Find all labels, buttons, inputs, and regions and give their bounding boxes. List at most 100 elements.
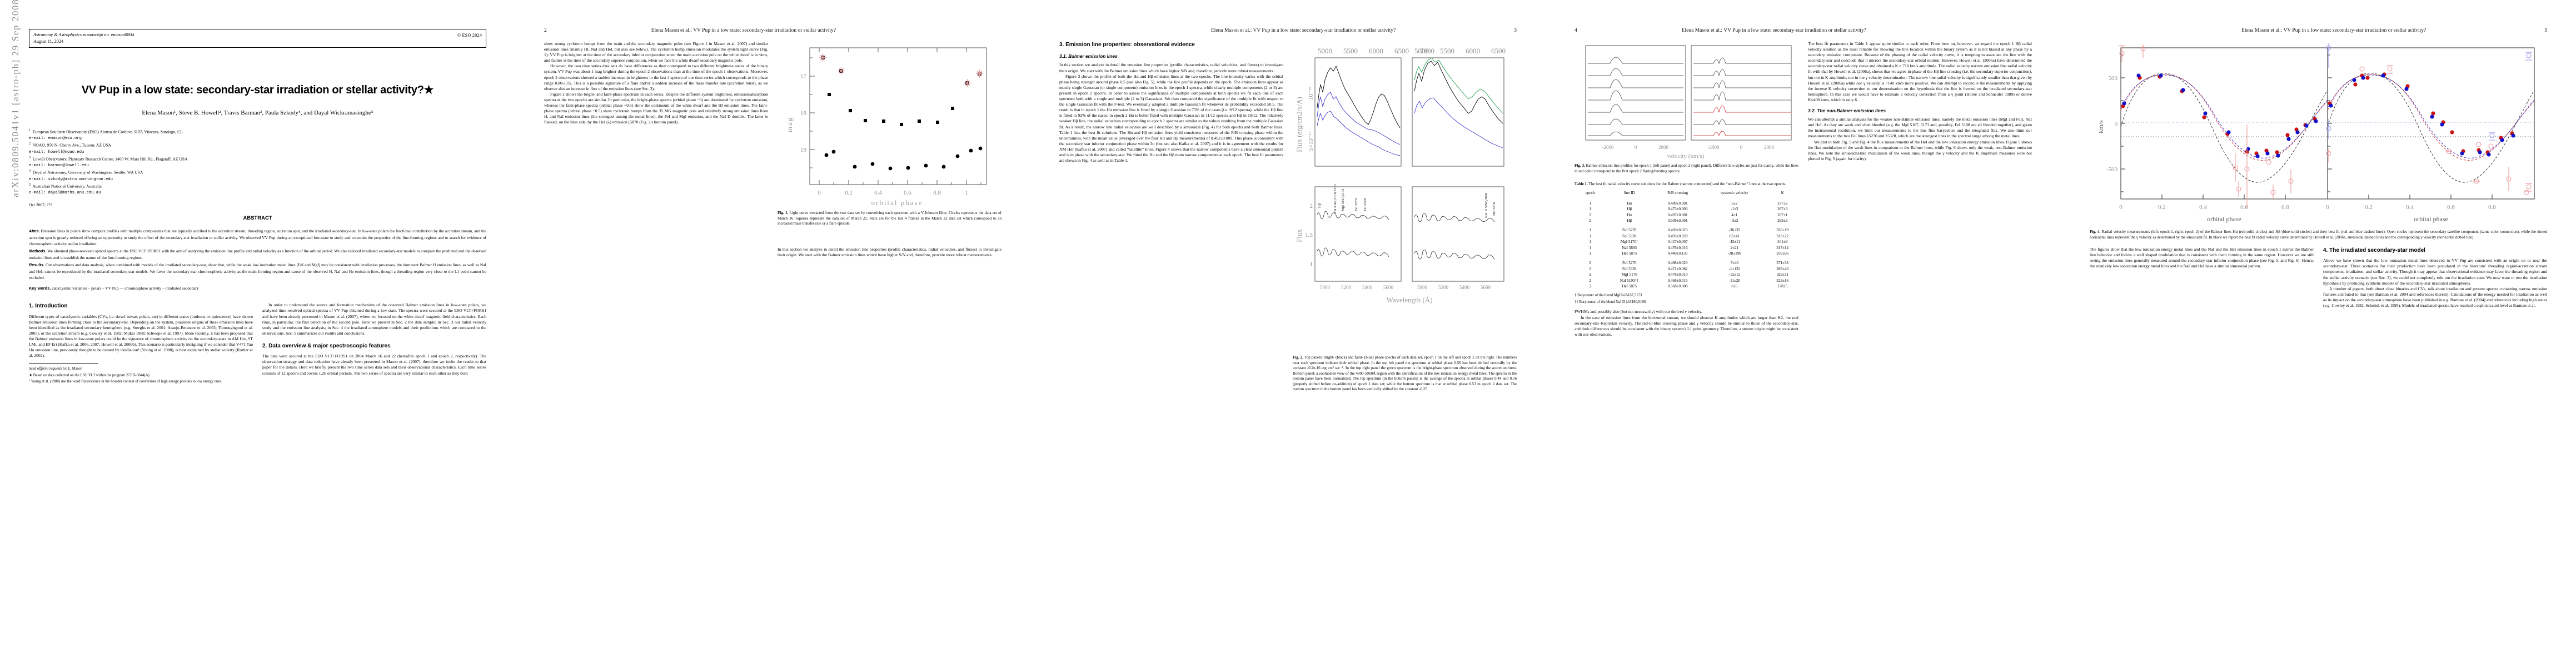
fig3-xlabel: velocity (km/s) (1667, 153, 1705, 160)
fig4-ytick-m500: -500 (2106, 166, 2118, 173)
svg-text:5500: 5500 (1440, 47, 1454, 55)
fig2-lineid-hbeta: Hβ (1318, 203, 1322, 208)
fig4-right-points (2326, 43, 2532, 195)
fig2-lineid-fei-5167: FeI 5167,5170,5173 (1333, 184, 1337, 213)
running-head-4: Elena Mason et al.: VV Pup in a low stat… (1681, 28, 1867, 33)
section-heading-data-overview: 2. Data overview & major spectroscopic f… (262, 342, 391, 349)
received-date: Oct 2007; ??? (29, 202, 53, 208)
fig1-xtick-02: 0.2 (845, 190, 853, 196)
svg-text:0.8: 0.8 (2281, 204, 2289, 211)
figure-1-caption: Fig. 1. Light curve extracted from the t… (778, 211, 1002, 226)
page3-col-left: 3. Emission line properties: observation… (1059, 41, 1283, 392)
svg-text:0: 0 (1635, 145, 1637, 150)
section-heading-irradiated-model: 4. The irradiated secondary-star model (2323, 247, 2425, 253)
th-k: K (1781, 190, 1784, 195)
svg-text:0.2: 0.2 (2365, 204, 2373, 211)
table-row: 2 NaI 5193†† 0.468±0.015 -11±20 323±16 (1589, 278, 1789, 283)
svg-text:0.4: 0.4 (2406, 204, 2414, 211)
fig4-left-points (2119, 44, 2318, 208)
svg-text:0: 0 (2326, 204, 2329, 211)
table-row: 1 HeI 5875 0.440±0.135 -38±190 250±66 (1589, 251, 1789, 256)
fig2-lineid-mgi: MgI 5167,5173 (1341, 189, 1345, 211)
svg-text:6500: 6500 (1491, 47, 1506, 55)
running-head-3: Elena Mason et al.: VV Pup in a low stat… (1210, 28, 1396, 33)
rv-paragraph-1: We can attempt a similar analysis for th… (1808, 117, 2032, 139)
svg-text:-2000: -2000 (1708, 145, 1720, 150)
page4-col-left: -2000 0 2000 -2000 0 2000 velocity (km/s) Fi… (1575, 41, 1798, 337)
th-systemic-velocity: systemic velocity (1721, 190, 1748, 195)
page-1: arXiv:0809.5041v1 [astro-ph] 29 Sep 2008… (0, 0, 515, 667)
table-1-footnote-1: † Barycenter of the blend MgI2λλ5167,517… (1575, 293, 1642, 298)
journal-name: Astronomy & Astrophysics (33, 32, 82, 37)
page-5: Elena Mason et al.: VV Pup in a low stat… (2061, 0, 2576, 667)
table-row: 1 FeI 5328 0.493±0.028 63±41 313±22 (1589, 233, 1789, 238)
page-number-3: 3 (1514, 28, 1517, 33)
affiliation-item: 2 NOAO, 950 N. Cherry Ave., Tucson, AZ U… (29, 142, 111, 155)
rv-paragraph-3: The figures show that the low ionization… (2090, 247, 2314, 269)
figure-1-plot: 17 18 19 0 0.2 (785, 47, 987, 207)
svg-text:0: 0 (1740, 145, 1743, 150)
page-number-5: 5 (2544, 28, 2547, 33)
table-1-caption: Table 1. The best fit radial velocity cu… (1575, 182, 1786, 186)
fig2-ytick-2: 2 (1310, 203, 1313, 210)
emission-paragraph-2: Figure 3 shows the profile of both the H… (1059, 73, 1283, 163)
footnote-star: ★ Based on data collected on the ESO VLT… (29, 373, 150, 377)
fig2-lineid-nai: NaI D 5890,5896 (1484, 192, 1488, 218)
fig4-xlabel-right: orbital phase (2414, 215, 2448, 223)
svg-text:2000: 2000 (1764, 145, 1775, 150)
svg-text:5600: 5600 (1383, 285, 1394, 290)
data-paragraph-4: Figure 2 shows the bright- and faint-pha… (544, 91, 768, 125)
table-row: 2 MgI 5170 0.478±0.010 -12±12 329±11 (1589, 272, 1788, 277)
running-head-2: Elena Mason et al.: VV Pup in a low stat… (651, 28, 836, 33)
th-rb-crossing: R/B crossing (1667, 190, 1688, 195)
table-row: 2 HeI 5875 0.568±0.008 6±6 178±5 (1589, 284, 1788, 289)
fig1-ytick-19: 19 (800, 147, 807, 153)
affiliation-item: 1 European Southern Observatory (ESO) Al… (29, 128, 183, 141)
svg-text:5000: 5000 (1320, 285, 1331, 290)
table-row: 2 Hα 0.497±0.001 4±1 267±1 (1589, 212, 1788, 217)
copyright-notice: © ESO 2024 (457, 32, 482, 38)
svg-text:5400: 5400 (1459, 285, 1470, 290)
emission-paragraph-4: In the case of emission lines from the h… (1575, 315, 1798, 337)
svg-text:0.6: 0.6 (2240, 204, 2248, 211)
page1-columns: 1. Introduction Different types of catac… (29, 302, 486, 386)
fig1-xtick-04: 0.4 (874, 190, 882, 196)
fig1-xtick-06: 0.6 (904, 190, 911, 196)
page5-col-left: The figures show that the low ionization… (2090, 247, 2314, 308)
data-paragraph-3: However, the two time series data sets d… (544, 63, 768, 91)
fig1-epoch2-squares (821, 56, 981, 126)
fig2-ytick-1e-16: 10⁻¹⁶ (1308, 87, 1314, 100)
arxiv-stamp: arXiv:0809.5041v1 [astro-ph] 29 Sep 2008 (10, 0, 21, 197)
page2-right-paragraph: In this section we analyze in detail the… (778, 246, 1001, 257)
svg-text:0.4: 0.4 (2199, 204, 2207, 211)
page-number-2: 2 (544, 28, 547, 33)
section-heading-introduction: 1. Introduction (29, 303, 68, 310)
subsection-heading-non-balmer: 3.2. The non-Balmer emission lines (1808, 108, 1886, 114)
svg-text:6000: 6000 (1466, 47, 1480, 55)
svg-text:1: 1 (1310, 261, 1313, 267)
table-row: 1 NaI 5893 0.476±0.016 2±21 317±14 (1589, 245, 1789, 250)
table-1-footnote-2: †† Barycenter of the blend NaI D λλ5190,… (1575, 300, 1646, 304)
rv-paragraph-2: We plot in both Fig. 5 and Fig. 4 the fl… (1808, 139, 2032, 161)
svg-text:6500: 6500 (1394, 47, 1409, 55)
page3-columns: 3. Emission line properties: observation… (1059, 41, 1517, 392)
page1-col-right: In order to understand the source and fo… (262, 302, 486, 386)
th-line-id: line ID (1623, 190, 1635, 195)
svg-text:7000: 7000 (1420, 47, 1434, 55)
page-number-4: 4 (1575, 28, 1577, 33)
manuscript-date: August 11, 2024 (33, 38, 64, 44)
footnote-offprint: Send offprint requests to: E. Mason (29, 367, 83, 371)
page-4: 4 Elena Mason et al.: VV Pup in a low st… (1546, 0, 2061, 667)
fig2-xtick-5000-L: 5000 (1318, 47, 1332, 55)
emission-paragraph-1: In this section we analyze in detail the… (1059, 62, 1283, 73)
fig1-ytick-18: 18 (800, 110, 807, 117)
fig4-ytick-500: 500 (2109, 75, 2118, 82)
table-row: 1 MgI 5170† 0.447±0.007 -43±11 341±9 (1589, 240, 1788, 245)
fig4-ytick-0: 0 (2115, 121, 2118, 127)
fig1-xlabel: orbital phase (871, 198, 923, 207)
svg-text:5400: 5400 (1362, 285, 1373, 290)
fig1-xtick-08: 0.8 (933, 190, 941, 196)
page4-columns: -2000 0 2000 -2000 0 2000 velocity (km/s) Fi… (1575, 41, 2032, 337)
fig1-flare-stars (819, 53, 983, 87)
table-row: 2 FeI 5270 0.498±0.020 7±40 371±38 (1589, 261, 1789, 265)
